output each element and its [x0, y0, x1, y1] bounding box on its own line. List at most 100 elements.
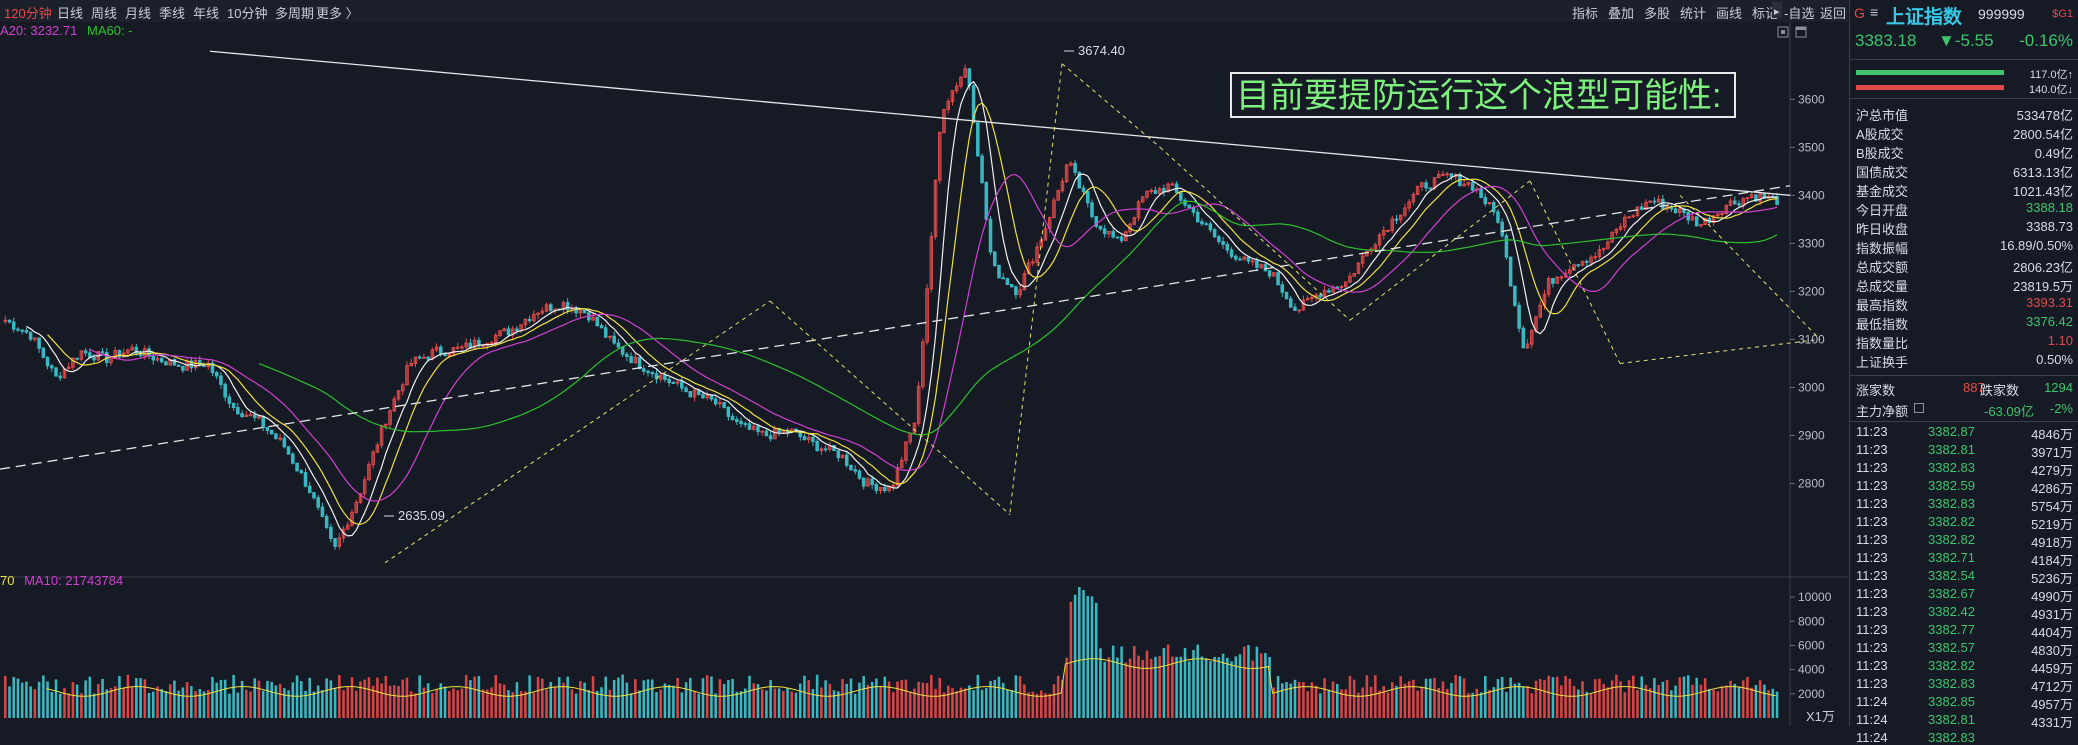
volume-bar	[118, 675, 121, 718]
period-quarterly-tab[interactable]: 季线	[159, 6, 186, 21]
panel-toggle-icon[interactable]	[1772, 2, 1782, 18]
inflow-bar	[1856, 70, 2004, 75]
volume-bar	[92, 693, 96, 718]
volume-bar	[1767, 690, 1770, 718]
volume-bar	[1471, 692, 1474, 718]
candle-body	[726, 406, 731, 417]
volume-bar	[1424, 678, 1428, 718]
candle-body	[675, 381, 680, 384]
volume-bar	[1061, 679, 1064, 718]
volume-bar	[261, 690, 265, 718]
volume-bar	[223, 679, 227, 718]
volume-bar	[1141, 659, 1145, 718]
mark-button[interactable]: 标记	[1752, 6, 1779, 21]
more-periods-menu[interactable]: 更多 〉	[316, 6, 359, 21]
tick-volume: 4279万	[2031, 463, 2073, 478]
candle-body	[1758, 193, 1762, 202]
volume-bar	[1420, 686, 1424, 718]
candle-body	[603, 327, 608, 338]
candle-body	[252, 414, 257, 418]
price-change-pct: -0.16%	[2019, 31, 2073, 50]
candle-body	[1043, 227, 1048, 241]
volume-bar	[473, 676, 476, 718]
candle-body	[333, 537, 337, 547]
candle-body	[929, 236, 934, 290]
candle-body	[971, 85, 976, 124]
candle-body	[1551, 278, 1555, 284]
candle-body	[1301, 299, 1306, 311]
volume-bar	[232, 674, 235, 718]
overlay-button[interactable]: 叠加	[1608, 6, 1635, 21]
period-multi-tab[interactable]: 多周期	[275, 6, 315, 21]
candle-body	[1521, 327, 1526, 349]
candle-body	[768, 435, 773, 440]
period-monthly-tab[interactable]: 月线	[125, 6, 152, 21]
stat-row: 上证换手 0.50%	[1850, 351, 2078, 370]
volume-bar	[536, 676, 540, 718]
statistics-button[interactable]: 统计	[1680, 6, 1707, 21]
volume-bar	[312, 691, 316, 718]
candle-body	[1221, 241, 1225, 245]
candle-body	[1064, 164, 1069, 182]
candlestick-chart[interactable]: 3600 3500 3400 3300 3200 3100 3000 2900 2800 100…	[0, 0, 1848, 726]
settings-icon[interactable]	[1777, 26, 1789, 38]
wave-arrow-line	[1679, 194, 1821, 340]
candle-body	[1280, 284, 1285, 293]
candle-body	[11, 321, 16, 330]
stat-label: 今日开盘	[1856, 203, 1909, 218]
period-weekly-tab[interactable]: 周线	[91, 6, 118, 21]
volume-bar	[71, 681, 75, 718]
volume-bar	[1357, 692, 1360, 718]
candle-body	[1339, 285, 1344, 288]
volume-bar	[1276, 675, 1280, 718]
candle-body	[866, 478, 870, 487]
volume-bar	[845, 683, 849, 718]
candle-body	[3, 319, 8, 322]
candle-body	[1606, 241, 1610, 249]
multi-stock-button[interactable]: 多股	[1644, 6, 1671, 21]
volume-bar	[1500, 676, 1504, 718]
candle-body	[494, 334, 498, 343]
volume-bar	[507, 690, 510, 718]
tick-time: 11:23	[1856, 586, 1888, 601]
candle-body	[565, 302, 570, 311]
candle-body	[71, 357, 75, 368]
stat-label: 国债成交	[1856, 165, 1909, 180]
draw-line-button[interactable]: 画线	[1716, 6, 1743, 21]
volume-bar	[194, 690, 197, 718]
period-daily-tab[interactable]: 日线	[57, 6, 84, 21]
volume-bar	[672, 685, 675, 718]
candle-body	[658, 374, 663, 380]
candle-body	[481, 344, 485, 347]
period-120min-tab[interactable]: 120分钟	[4, 6, 52, 21]
divider	[1850, 421, 2078, 422]
candle-body	[912, 422, 917, 434]
candle-body	[498, 330, 502, 336]
candle-body	[1031, 261, 1035, 264]
candle-body	[329, 526, 333, 539]
back-button[interactable]: 返回	[1820, 6, 1847, 21]
resistance-line	[209, 50, 1791, 196]
indicator-button[interactable]: 指标	[1572, 6, 1599, 21]
candle-body	[1234, 255, 1238, 260]
volume-bar	[1526, 685, 1529, 718]
volume-bar	[1331, 681, 1335, 718]
stat-label: 昨日收盘	[1856, 222, 1909, 237]
candle-body	[227, 396, 232, 404]
chart-corner-icons: ▸	[1772, 2, 1807, 38]
volume-bar	[215, 682, 218, 718]
candle-body	[1737, 203, 1741, 206]
volume-bar	[287, 690, 290, 718]
netflow-info-icon[interactable]	[1914, 403, 1924, 413]
stat-label: B股成交	[1856, 146, 1904, 161]
watchlist-button[interactable]: -自选	[1784, 6, 1815, 21]
candle-body	[1069, 162, 1073, 166]
stat-value: 533478亿	[2016, 108, 2073, 123]
candle-body	[938, 131, 942, 181]
period-10min-tab[interactable]: 10分钟	[227, 6, 268, 21]
period-yearly-tab[interactable]: 年线	[193, 6, 220, 21]
candle-body	[181, 365, 185, 371]
volume-bar	[1623, 692, 1627, 718]
volume-bar	[765, 690, 768, 718]
menu-icon[interactable]: ≡	[1870, 4, 1879, 20]
